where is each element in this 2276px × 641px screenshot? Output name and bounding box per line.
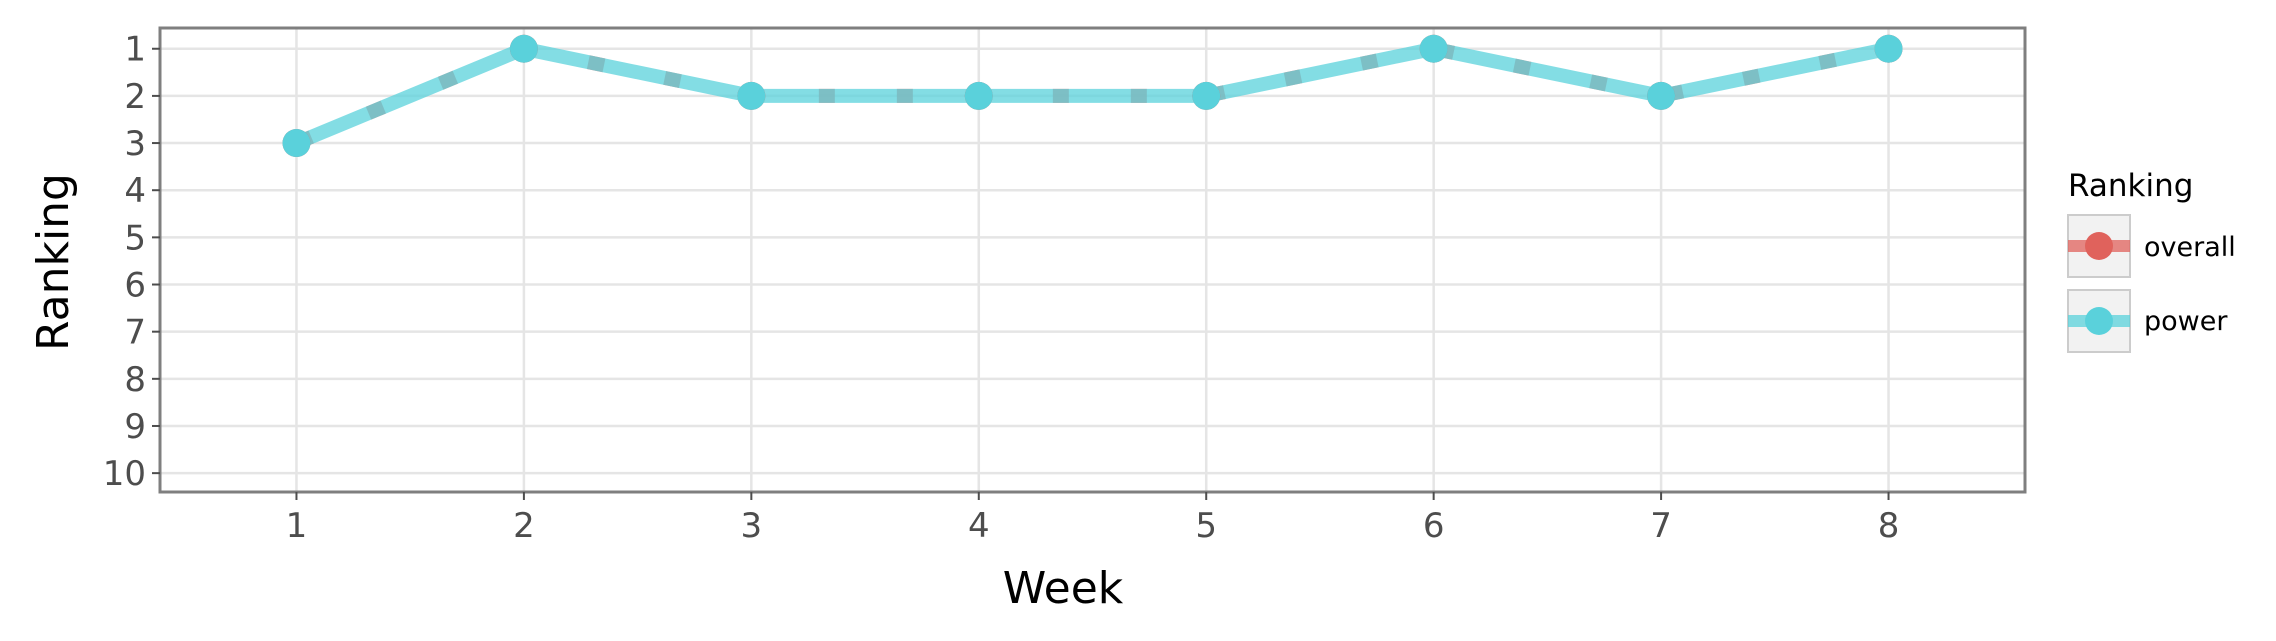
y-tick-label-7: 7 <box>124 313 146 353</box>
point-power-week-6 <box>1419 34 1448 63</box>
plot-panel-background <box>160 28 2025 492</box>
x-tick-label-5: 5 <box>1195 506 1217 546</box>
legend-label-overall: overall <box>2144 232 2236 263</box>
y-axis-ticks: 1 2 3 4 5 6 7 8 9 10 <box>103 30 160 494</box>
x-tick-label-3: 3 <box>741 506 763 546</box>
y-tick-label-9: 9 <box>124 407 146 447</box>
y-tick-label-8: 8 <box>124 360 146 400</box>
x-tick-label-6: 6 <box>1423 506 1445 546</box>
x-tick-label-1: 1 <box>286 506 308 546</box>
plot-panel-border <box>158 26 2027 494</box>
legend: Ranking overall power <box>2067 168 2236 353</box>
x-tick-label-8: 8 <box>1878 506 1900 546</box>
y-tick-label-6: 6 <box>124 266 146 306</box>
point-power-week-4 <box>964 81 993 110</box>
x-tick-label-4: 4 <box>968 506 990 546</box>
legend-title: Ranking <box>2068 168 2193 204</box>
y-tick-label-1: 1 <box>124 30 146 70</box>
legend-label-power: power <box>2144 306 2228 337</box>
point-power-week-3 <box>737 81 766 110</box>
x-axis-ticks: 1 2 3 4 5 6 7 8 <box>286 492 1900 546</box>
point-power-week-8 <box>1874 34 1903 63</box>
legend-entry-power: power <box>2067 289 2228 353</box>
x-axis-title: Week <box>1003 563 1124 614</box>
x-tick-label-2: 2 <box>513 506 535 546</box>
series-layer <box>282 34 1903 158</box>
point-power-week-5 <box>1192 81 1221 110</box>
y-tick-label-10: 10 <box>103 454 146 494</box>
point-power-week-7 <box>1647 81 1676 110</box>
y-tick-label-4: 4 <box>124 171 146 211</box>
x-tick-label-7: 7 <box>1650 506 1672 546</box>
y-tick-label-3: 3 <box>124 124 146 164</box>
legend-key-power-point <box>2085 307 2113 335</box>
y-tick-label-2: 2 <box>124 77 146 117</box>
y-tick-label-5: 5 <box>124 218 146 258</box>
legend-entry-overall: overall <box>2067 214 2236 278</box>
point-power-week-1 <box>282 129 311 158</box>
point-power-week-2 <box>509 34 538 63</box>
y-axis-title: Ranking <box>28 173 79 351</box>
legend-key-overall-point <box>2085 232 2113 260</box>
series-line-power <box>293 41 1890 150</box>
